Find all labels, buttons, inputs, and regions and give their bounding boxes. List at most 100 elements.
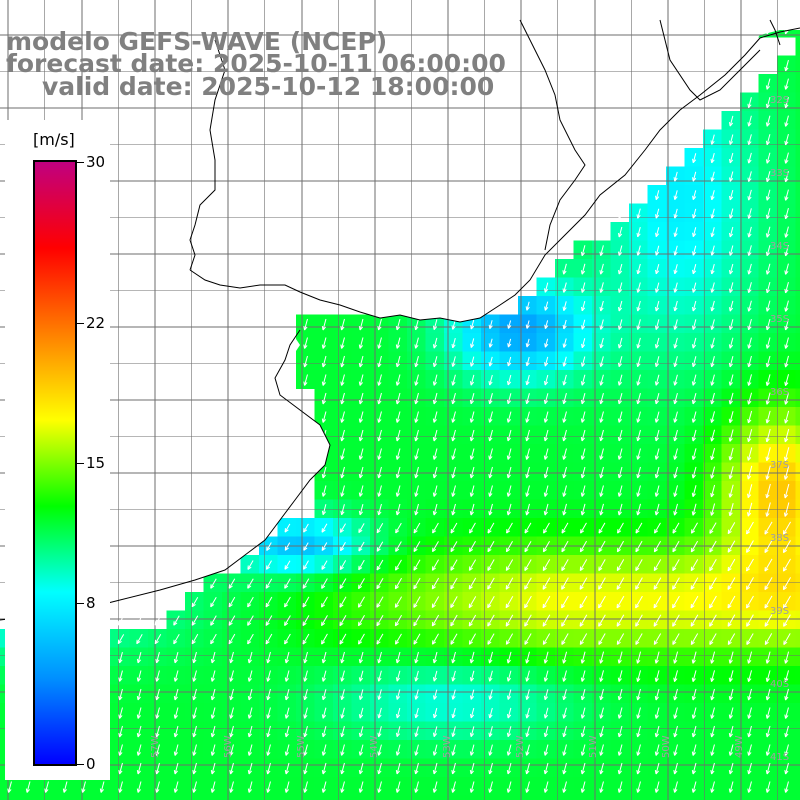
wind-arrow xyxy=(654,411,660,423)
wind-arrow xyxy=(432,319,438,330)
wind-speed-cell xyxy=(240,592,260,611)
wind-arrow xyxy=(432,670,438,682)
wind-arrow xyxy=(599,429,604,442)
wind-arrow xyxy=(747,744,752,756)
wind-speed-cell xyxy=(481,518,500,537)
wind-speed-cell xyxy=(407,721,426,741)
wind-arrow xyxy=(784,263,789,275)
wind-arrow xyxy=(506,393,512,405)
wind-speed-cell xyxy=(166,795,186,800)
wind-speed-cell xyxy=(407,518,426,537)
wind-arrow xyxy=(599,503,604,516)
wind-arrow xyxy=(672,577,680,590)
wind-arrow xyxy=(561,559,569,571)
wind-speed-cell xyxy=(684,629,704,648)
wind-speed-cell xyxy=(462,370,482,389)
wind-arrow xyxy=(321,615,328,627)
wind-speed-cell xyxy=(740,351,759,371)
wind-speed-cell xyxy=(129,703,149,722)
wind-arrow xyxy=(506,744,512,756)
wind-speed-cell xyxy=(647,758,667,778)
wind-speed-cell xyxy=(721,296,741,315)
wind-arrow xyxy=(173,707,179,719)
wind-speed-cell xyxy=(333,777,352,796)
wind-arrow xyxy=(136,707,142,719)
wind-arrow xyxy=(728,152,734,164)
wind-speed-cell xyxy=(721,462,741,482)
wind-arrow xyxy=(673,670,678,682)
wind-arrow xyxy=(673,282,678,293)
wind-arrow xyxy=(284,542,291,551)
wind-speed-cell xyxy=(259,666,278,685)
wind-arrow xyxy=(579,559,588,571)
wind-speed-cell xyxy=(388,425,408,445)
wind-speed-cell xyxy=(555,795,574,800)
wind-speed-cell xyxy=(647,721,667,741)
wind-speed-cell xyxy=(629,573,648,593)
wind-speed-cell xyxy=(240,740,260,759)
wind-speed-cell xyxy=(462,407,482,426)
wind-speed-cell xyxy=(629,610,648,630)
wind-speed-cell xyxy=(314,518,334,537)
wind-arrow xyxy=(579,540,588,553)
wind-arrow xyxy=(673,190,678,200)
wind-speed-cell xyxy=(425,499,445,519)
wind-arrow xyxy=(229,762,234,775)
wind-speed-cell xyxy=(721,703,741,722)
wind-speed-cell xyxy=(351,684,371,704)
wind-arrow xyxy=(636,670,641,682)
wind-speed-cell xyxy=(425,703,445,722)
wind-speed-cell xyxy=(388,629,408,648)
wind-speed-cell xyxy=(481,666,500,685)
wind-speed-cell xyxy=(222,629,241,648)
wind-arrow xyxy=(284,578,291,589)
colorbar-tick-mark xyxy=(77,322,84,324)
wind-arrow xyxy=(339,560,347,571)
wind-speed-cell xyxy=(721,111,741,130)
wind-speed-cell xyxy=(777,240,796,260)
wind-arrow xyxy=(451,429,456,442)
wind-arrow xyxy=(303,781,308,793)
wind-speed-cell xyxy=(721,795,741,800)
wind-speed-cell xyxy=(333,666,352,685)
wind-arrow xyxy=(488,726,493,738)
wind-speed-cell xyxy=(444,370,463,389)
wind-speed-cell xyxy=(277,740,297,759)
wind-arrow xyxy=(673,337,678,349)
wind-speed-cell xyxy=(703,314,722,334)
wind-arrow xyxy=(543,448,549,460)
wind-speed-cell xyxy=(499,610,519,630)
wind-arrow xyxy=(284,560,291,570)
wind-speed-cell xyxy=(351,555,371,574)
wind-speed-cell xyxy=(222,684,241,704)
wind-speed-cell xyxy=(795,296,800,315)
wind-speed-cell xyxy=(499,758,519,778)
wind-arrow xyxy=(525,781,530,793)
wind-speed-cell xyxy=(795,240,800,260)
wind-speed-cell xyxy=(758,610,778,630)
wind-arrow xyxy=(358,318,364,331)
wind-speed-cell xyxy=(795,166,800,186)
wind-speed-cell xyxy=(684,481,704,500)
wind-arrow xyxy=(580,485,586,497)
wind-speed-cell xyxy=(684,499,704,519)
wind-arrow xyxy=(506,689,512,700)
wind-speed-cell xyxy=(610,758,630,778)
wind-arrow xyxy=(377,485,382,497)
wind-speed-cell xyxy=(629,777,648,796)
wind-arrow xyxy=(747,484,753,499)
wind-speed-cell xyxy=(647,777,667,796)
wind-speed-cell xyxy=(444,388,463,408)
wind-arrow xyxy=(192,707,197,719)
wind-arrow xyxy=(414,429,419,442)
wind-arrow xyxy=(673,466,678,479)
wind-speed-cell xyxy=(407,629,426,648)
wind-speed-cell xyxy=(721,351,741,371)
wind-speed-cell xyxy=(333,444,352,463)
wind-arrow xyxy=(451,762,456,775)
wind-arrow xyxy=(543,466,549,479)
wind-arrow xyxy=(692,264,697,275)
wind-arrow xyxy=(728,171,734,182)
wind-arrow xyxy=(617,448,623,460)
wind-arrow xyxy=(414,485,419,497)
